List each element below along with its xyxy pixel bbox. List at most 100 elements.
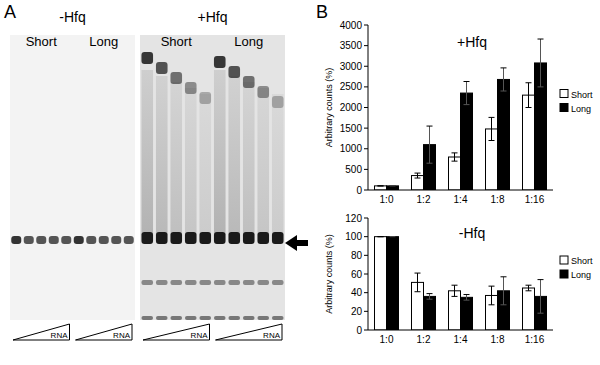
chart: 0204060801001201:01:21:41:81:16-HfqArbit… (324, 213, 593, 346)
panel-label: B (316, 2, 328, 22)
gradient-label: RNA (263, 331, 281, 340)
bar (449, 157, 461, 190)
y-tick-label: 120 (345, 213, 362, 224)
gel-band (156, 316, 168, 320)
gel-band (272, 280, 284, 285)
gel-band (257, 316, 269, 320)
gel-band (243, 316, 255, 320)
error-cap (452, 152, 458, 153)
gel-smear (199, 94, 211, 235)
y-tick-label: 3000 (340, 61, 363, 72)
legend-label: Long (571, 270, 591, 280)
error-cap (489, 117, 495, 118)
legend-label: Long (571, 104, 591, 114)
bar (523, 288, 535, 330)
error-line (417, 173, 418, 178)
error-bar (415, 173, 421, 178)
legend-swatch (560, 256, 568, 264)
bars (375, 39, 547, 190)
error-line (454, 153, 455, 161)
gel-band (11, 236, 21, 244)
gradient-triangle (13, 324, 70, 340)
gradient-label: RNA (113, 331, 131, 340)
y-tick (364, 311, 368, 312)
gel-band (156, 280, 168, 285)
gel-band (228, 316, 240, 320)
bar (461, 297, 473, 330)
figure: A-HfqShortRNALongRNA+HfqShortRNALongRNAB… (0, 0, 600, 365)
error-cap (378, 236, 384, 237)
error-line (429, 294, 430, 300)
error-line (466, 295, 467, 301)
gel-background (140, 35, 285, 320)
chart: 050010001500200025003000350040001:01:21:… (324, 20, 593, 206)
gel-band (272, 232, 284, 244)
gel-band (243, 280, 255, 285)
legend: ShortLong (560, 90, 593, 114)
y-axis-label: Arbitrary counts (%) (324, 234, 334, 314)
gel-band (86, 236, 96, 244)
error-bar (378, 236, 384, 237)
gel-band (185, 82, 197, 94)
error-cap (501, 91, 507, 92)
error-cap (390, 236, 396, 237)
bar (375, 237, 387, 330)
bar (523, 95, 535, 190)
error-cap (415, 173, 421, 174)
y-tick-label: 60 (351, 269, 363, 280)
error-bar (489, 286, 495, 305)
x-tick-label: 1:16 (525, 194, 545, 205)
error-cap (538, 39, 544, 40)
lane-label: Long (234, 34, 263, 49)
lane-label: Long (89, 34, 118, 49)
gel-smear (156, 76, 168, 235)
y-tick (364, 128, 368, 129)
bar (424, 296, 436, 330)
error-cap (526, 82, 532, 83)
x-tick-label: 1:8 (491, 194, 505, 205)
error-line (503, 68, 504, 91)
error-cap (452, 285, 458, 286)
error-cap (501, 276, 507, 277)
gel-band (170, 280, 182, 285)
error-line (466, 82, 467, 105)
bar (387, 186, 399, 190)
y-tick (364, 169, 368, 170)
gel-band (36, 236, 46, 244)
error-bar (427, 126, 433, 163)
error-cap (538, 86, 544, 87)
gel-panel (140, 35, 285, 320)
gel-band (228, 280, 240, 285)
gel-band (156, 232, 168, 244)
error-bar (415, 273, 421, 292)
y-axis (368, 218, 369, 330)
y-tick (364, 236, 368, 237)
error-cap (526, 107, 532, 108)
gel-smear (141, 70, 153, 235)
gel-smear (214, 70, 226, 235)
error-bar (452, 153, 458, 161)
error-cap (427, 126, 433, 127)
y-tick (364, 45, 368, 46)
error-cap (427, 299, 433, 300)
bar (375, 186, 387, 190)
error-cap (427, 163, 433, 164)
gel-smear (228, 76, 240, 235)
gel-band (185, 232, 197, 244)
gel-band (170, 72, 182, 84)
x-tick-label: 1:16 (525, 334, 545, 345)
y-tick-label: 0 (356, 185, 362, 196)
error-cap (427, 293, 433, 294)
gel-band (243, 232, 255, 244)
y-tick-label: 3500 (340, 40, 363, 51)
chart-title: +Hfq (457, 34, 487, 50)
y-tick (364, 107, 368, 108)
error-line (429, 126, 430, 163)
legend-swatch (560, 270, 568, 278)
error-cap (489, 140, 495, 141)
error-cap (415, 178, 421, 179)
gel-band (257, 86, 269, 98)
x-tick-label: 1:8 (491, 334, 505, 345)
gel-band (141, 316, 153, 320)
legend-label: Short (571, 256, 593, 266)
